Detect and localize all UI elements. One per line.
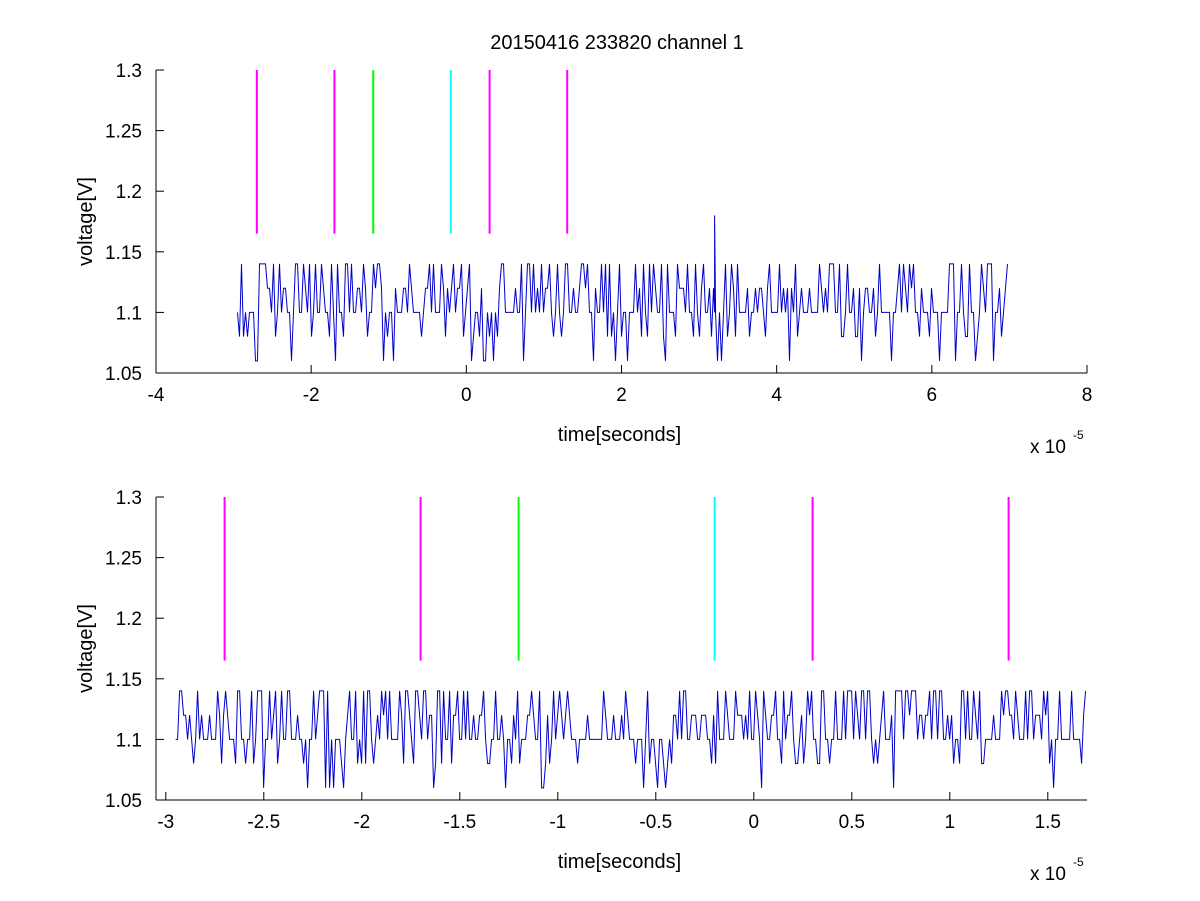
y-tick-label: 1.2 [116, 609, 142, 630]
x-multiplier-label: x 10 [1030, 437, 1066, 458]
voltage-trace [237, 215, 1008, 362]
x-tick-label: -2.5 [247, 812, 280, 833]
x-tick-label: 8 [1082, 385, 1093, 406]
y-tick-label: 1.1 [116, 730, 142, 751]
x-tick-label: -3 [157, 812, 174, 833]
x-multiplier-label: x 10 [1030, 864, 1066, 885]
x-tick-label: 1.5 [1035, 812, 1061, 833]
x-axis-label: time[seconds] [558, 851, 681, 873]
y-tick-label: 1.25 [105, 549, 142, 570]
x-tick-label: -1.5 [443, 812, 476, 833]
y-axis-label: voltage[V] [75, 604, 97, 693]
x-tick-label: 0 [749, 812, 760, 833]
plot-top: -4 -2 0 2 4 6 8 1.05 1.1 1.15 1.2 1.25 1.3 time[secon… [75, 61, 1092, 458]
y-tick-label: 1.15 [105, 670, 142, 691]
y-tick-label: 1.3 [116, 488, 142, 509]
x-tick-label: -4 [148, 385, 165, 406]
x-tick-label: -2 [303, 385, 320, 406]
x-axis-label: time[seconds] [558, 424, 681, 446]
y-tick-label: 1.3 [116, 61, 142, 82]
x-tick-label: 6 [927, 385, 938, 406]
y-tick-label: 1.1 [116, 303, 142, 324]
x-tick-label: 2 [616, 385, 627, 406]
x-tick-label: 0 [461, 385, 472, 406]
x-multiplier-exponent: -5 [1073, 855, 1084, 869]
y-tick-label: 1.05 [105, 364, 142, 385]
voltage-trace [175, 690, 1087, 789]
x-multiplier-exponent: -5 [1073, 428, 1084, 442]
x-tick-label: -2 [353, 812, 370, 833]
y-axis-label: voltage[V] [75, 177, 97, 266]
y-tick-label: 1.15 [105, 243, 142, 264]
figure-title: 20150416 233820 channel 1 [490, 32, 744, 54]
y-tick-label: 1.25 [105, 122, 142, 143]
x-tick-label: 1 [945, 812, 956, 833]
x-tick-label: 0.5 [839, 812, 865, 833]
y-tick-label: 1.2 [116, 182, 142, 203]
x-tick-label: -1 [549, 812, 566, 833]
y-tick-label: 1.05 [105, 791, 142, 812]
x-tick-label: 4 [771, 385, 782, 406]
plot-bottom: -3 -2.5 -2 -1.5 -1 -0.5 0 0.5 1 1.5 1.05 1.1 1.15 1.2… [75, 488, 1087, 885]
x-tick-label: -0.5 [639, 812, 672, 833]
